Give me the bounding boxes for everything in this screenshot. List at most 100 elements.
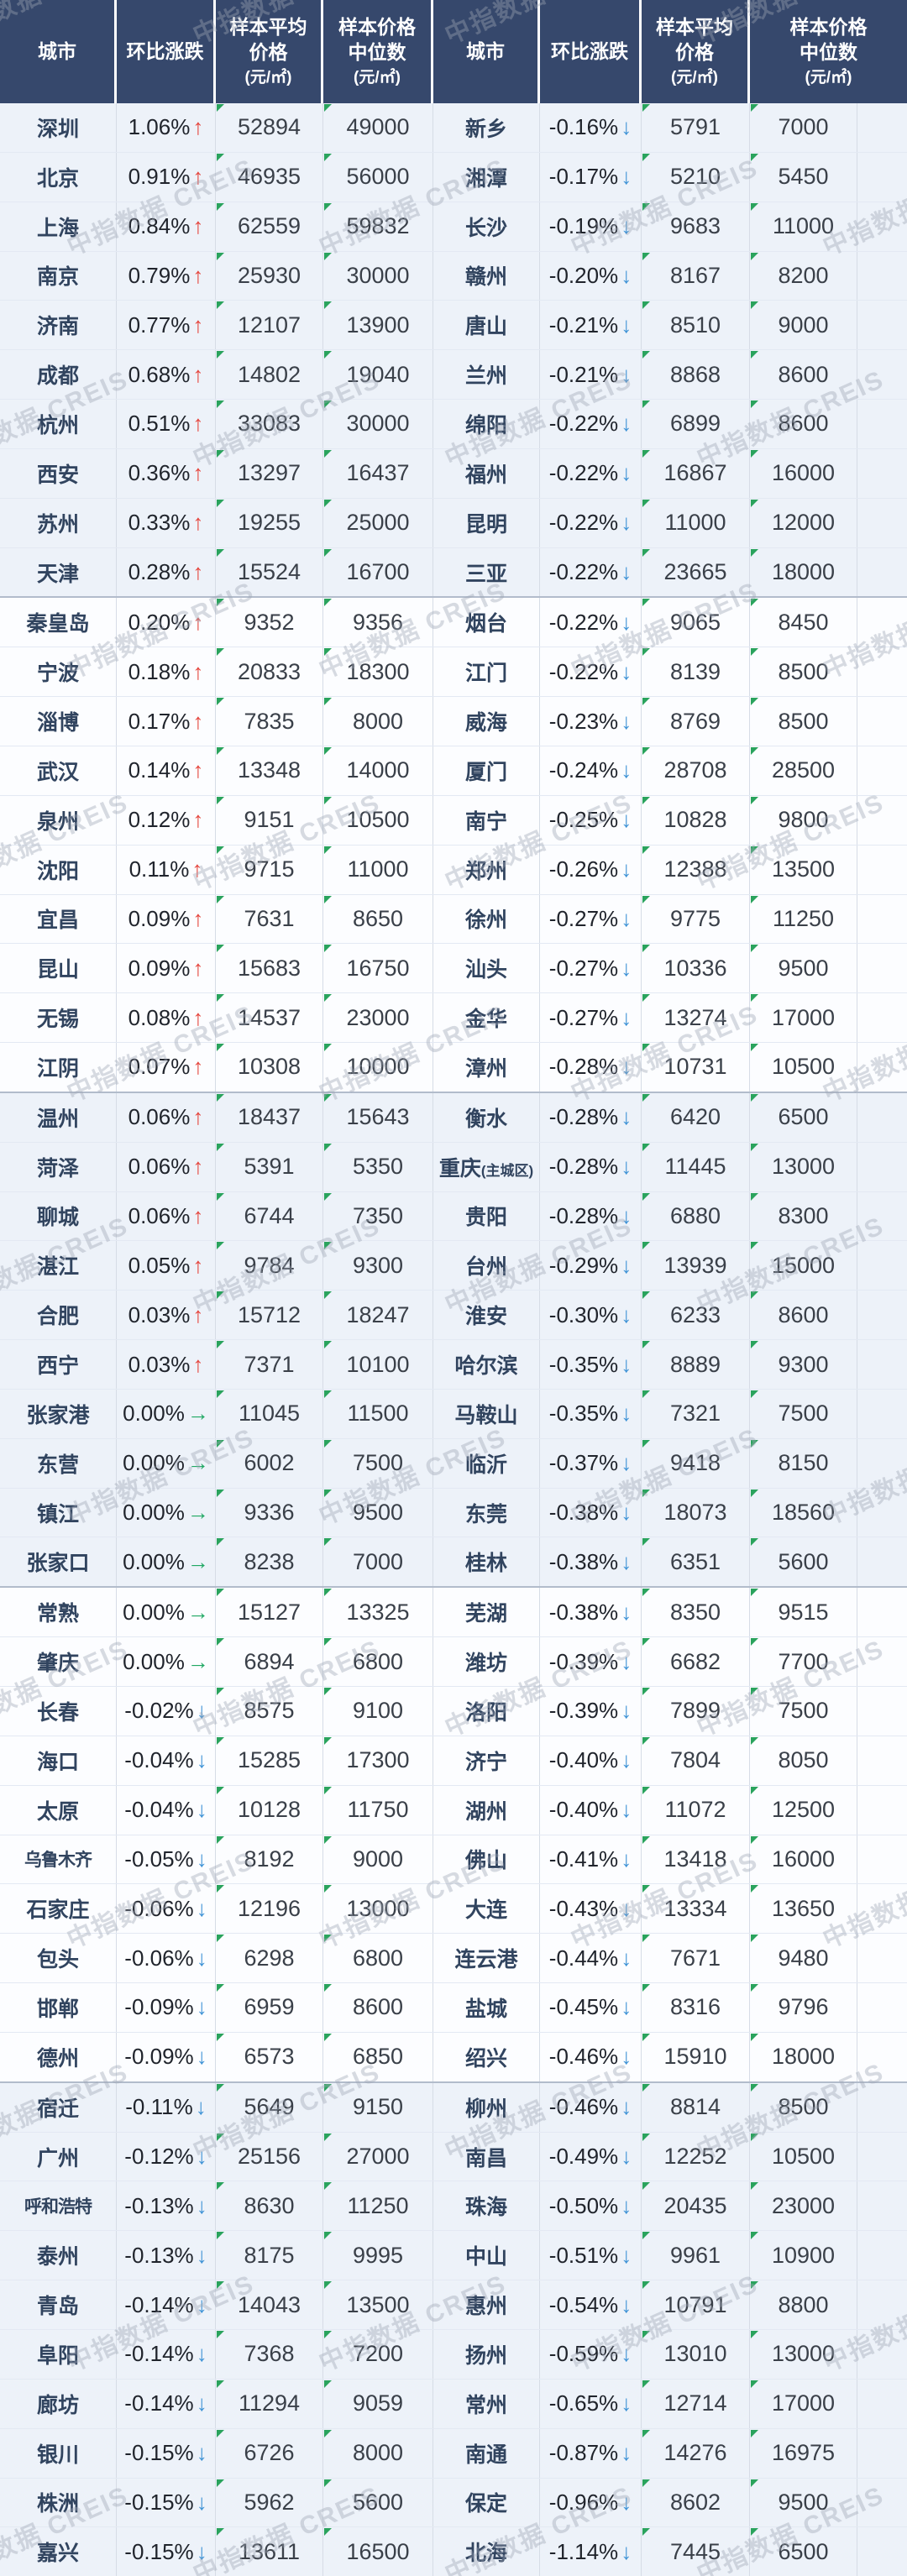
city-cell: 湘潭 [433, 152, 540, 202]
median-price-cell: 8000 [323, 697, 433, 746]
median-price: 9300 [778, 1351, 829, 1377]
median-price-cell: 8200 [750, 251, 857, 301]
city-cell: 沈阳 [0, 845, 117, 894]
avg-price: 6959 [244, 1994, 295, 2020]
median-price-cell: 8500 [750, 647, 857, 697]
table-row: 厦门 -0.24% ↓ 28708 28500 [433, 745, 907, 795]
median-price-cell: 19040 [323, 350, 433, 400]
change-cell: 0.36% ↑ [117, 448, 216, 498]
avg-price: 8167 [669, 262, 721, 288]
down-arrow-icon: ↓ [196, 2489, 207, 2515]
change-cell: -0.59% ↓ [540, 2329, 642, 2379]
city-name: 昆山 [36, 958, 79, 982]
header-median-line2: 中位数 [800, 40, 857, 63]
change-cell: -0.38% ↓ [540, 1588, 642, 1637]
cell-corner-marker [324, 1242, 332, 1250]
median-price: 8600 [352, 1994, 404, 2020]
row-spacer [857, 1489, 907, 1537]
avg-price-cell: 9784 [216, 1241, 323, 1291]
table-row: 镇江 0.00% → 9336 9500 [0, 1487, 433, 1537]
avg-price-cell: 5649 [216, 2082, 323, 2132]
row-spacer [857, 2330, 907, 2379]
median-price-cell: 6850 [323, 2032, 433, 2081]
avg-price-cell: 18437 [216, 1092, 323, 1142]
median-price-cell: 49000 [323, 103, 433, 152]
city-name: 洛阳 [464, 1700, 507, 1725]
change-value: 0.06% [128, 1154, 191, 1180]
change-cell: -0.22% ↓ [540, 547, 642, 597]
table-row: 徐州 -0.27% ↓ 9775 11250 [433, 893, 907, 944]
table-row: 南昌 -0.49% ↓ 12252 10500 [433, 2131, 907, 2181]
change-value: 0.09% [128, 905, 191, 931]
cell-corner-marker [642, 698, 650, 706]
city-name: 长沙 [464, 216, 507, 240]
city-name: 漳州 [464, 1056, 507, 1081]
city-cell: 金华 [433, 993, 540, 1043]
cell-corner-marker [642, 2281, 650, 2290]
table-row: 郑州 -0.26% ↓ 12388 13500 [433, 844, 907, 894]
avg-price-cell: 6573 [216, 2032, 323, 2081]
header-change: 环比涨跌 [117, 0, 216, 103]
avg-price: 12196 [237, 1895, 301, 1921]
median-price: 17300 [346, 1747, 410, 1773]
median-price: 12500 [771, 1797, 836, 1823]
table-row: 上海 0.84% ↑ 62559 59832 [0, 201, 433, 251]
city-cell: 北京 [0, 152, 117, 202]
city-cell: 武汉 [0, 746, 117, 795]
row-spacer [857, 796, 907, 845]
city-name: 兰州 [464, 364, 507, 389]
change-cell: 0.06% ↑ [117, 1092, 216, 1142]
median-price: 8600 [778, 361, 829, 387]
median-price-cell: 9150 [323, 2082, 433, 2132]
cell-corner-marker [217, 895, 224, 903]
avg-price-cell: 8238 [216, 1537, 323, 1587]
row-spacer [857, 895, 907, 944]
cell-corner-marker [217, 1935, 224, 1943]
cell-corner-marker [217, 2281, 224, 2290]
city-name: 福州 [464, 463, 507, 487]
table-row: 包头 -0.06% ↓ 6298 6800 [0, 1933, 433, 1983]
cell-corner-marker [642, 1835, 650, 1844]
avg-price: 11072 [664, 1797, 726, 1823]
median-price: 14000 [346, 757, 410, 783]
table-row: 长春 -0.02% ↓ 8575 9100 [0, 1686, 433, 1736]
median-price-cell: 12000 [750, 498, 857, 547]
cell-corner-marker [751, 1341, 758, 1349]
median-price-cell: 13650 [750, 1884, 857, 1934]
row-spacer [857, 2181, 907, 2230]
city-name: 株洲 [36, 2492, 79, 2516]
median-price: 8500 [778, 708, 829, 734]
change-cell: -0.21% ↓ [540, 350, 642, 400]
down-arrow-icon: ↓ [621, 1401, 632, 1427]
city-cell: 三亚 [433, 547, 540, 597]
city-cell: 南通 [433, 2428, 540, 2478]
row-spacer [857, 548, 907, 597]
cell-corner-marker [642, 1044, 650, 1052]
avg-price: 13274 [663, 1004, 727, 1030]
avg-price: 8889 [669, 1351, 721, 1377]
change-value: -0.26% [548, 856, 619, 882]
median-price-cell: 16975 [750, 2428, 857, 2478]
median-price-cell: 8500 [750, 2082, 857, 2132]
median-price-cell: 5350 [323, 1142, 433, 1191]
avg-price: 10791 [663, 2291, 727, 2317]
cell-corner-marker [751, 1835, 758, 1844]
table-row: 合肥 0.03% ↑ 15712 18247 [0, 1290, 433, 1340]
median-price: 16000 [771, 1846, 836, 1872]
header-city: 城市 [433, 0, 540, 103]
cell-corner-marker [642, 401, 650, 409]
median-price-cell: 8600 [750, 350, 857, 400]
down-arrow-icon: ↓ [621, 1648, 632, 1674]
city-cell: 连云港 [433, 1934, 540, 1983]
change-value: -0.29% [548, 1252, 619, 1278]
down-arrow-icon: ↓ [196, 2341, 207, 2367]
median-price: 7700 [778, 1648, 829, 1674]
change-value: 0.18% [128, 658, 191, 684]
table-row: 嘉兴 -0.15% ↓ 13611 16500 [0, 2526, 433, 2576]
city-name: 德州 [36, 2046, 79, 2071]
avg-price: 62559 [237, 213, 301, 239]
cell-corner-marker [751, 2133, 758, 2141]
city-cell: 唐山 [433, 301, 540, 350]
change-cell: -0.43% ↓ [540, 1884, 642, 1934]
median-price-cell: 18300 [323, 647, 433, 697]
